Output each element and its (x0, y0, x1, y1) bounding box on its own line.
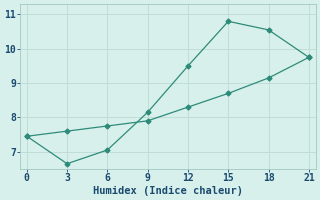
X-axis label: Humidex (Indice chaleur): Humidex (Indice chaleur) (93, 186, 243, 196)
